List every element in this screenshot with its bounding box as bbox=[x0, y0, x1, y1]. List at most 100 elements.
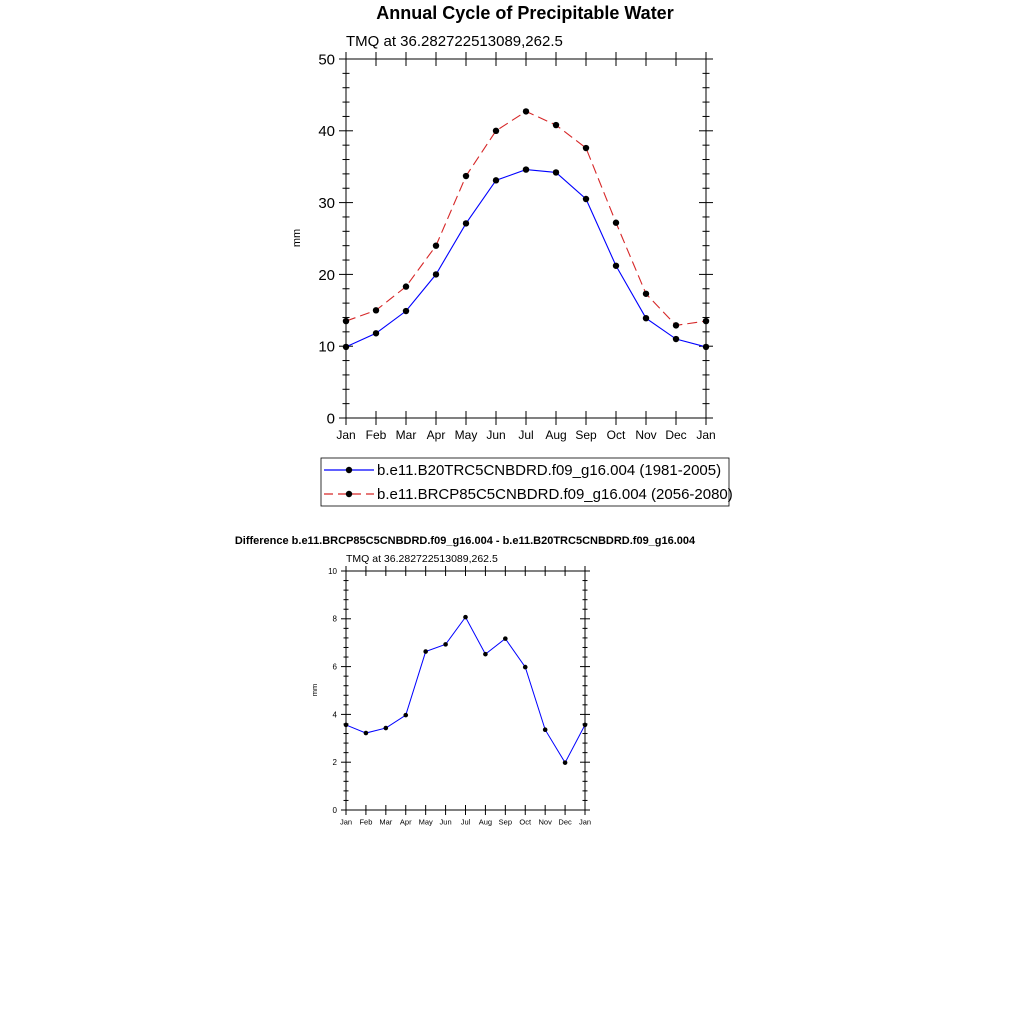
x-tick-label: Aug bbox=[545, 428, 566, 442]
data-point bbox=[542, 727, 548, 732]
y-axis-ticks: 0 2 4 6 8 10 bbox=[328, 567, 590, 815]
x-tick-label: Dec bbox=[665, 428, 686, 442]
y-tick-label: 30 bbox=[318, 195, 335, 212]
data-point bbox=[402, 307, 410, 315]
data-point bbox=[492, 177, 500, 184]
data-point bbox=[582, 722, 588, 728]
data-point bbox=[443, 642, 448, 647]
data-point bbox=[522, 108, 530, 115]
x-tick-label: Feb bbox=[359, 818, 372, 827]
y-tick-label: 40 bbox=[318, 123, 335, 140]
x-tick-label: Sep bbox=[575, 428, 597, 442]
chart-subtitle: TMQ at 36.282722513089,262.5 bbox=[346, 553, 498, 565]
x-tick-label: Jan bbox=[340, 818, 352, 827]
data-point bbox=[342, 317, 350, 325]
legend: b.e11.B20TRC5CNBDRD.f09_g16.004 (1981-20… bbox=[320, 457, 733, 507]
y-tick-label: 10 bbox=[318, 339, 335, 356]
series-line-0 bbox=[345, 169, 707, 348]
x-tick-label: Jan bbox=[696, 428, 715, 442]
data-point bbox=[702, 317, 710, 325]
chart-difference: Difference b.e11.BRCP85C5CNBDRD.f09_g16.… bbox=[235, 535, 696, 827]
data-point bbox=[702, 343, 710, 351]
x-axis-ticks: Jan Feb Mar Apr May Jun Jul Aug Sep Oct Nov Dec Jan bbox=[336, 52, 716, 442]
x-tick-label: Jun bbox=[486, 428, 505, 442]
data-point bbox=[403, 712, 409, 718]
y-tick-label: 50 bbox=[318, 51, 335, 68]
chart-title: Annual Cycle of Precipitable Water bbox=[376, 3, 673, 23]
x-tick-label: Oct bbox=[607, 428, 626, 442]
x-tick-label: Apr bbox=[400, 818, 412, 827]
data-point bbox=[562, 760, 568, 765]
legend-marker-future bbox=[345, 490, 353, 498]
y-axis-label: mm bbox=[310, 684, 319, 697]
y-axis-label: mm bbox=[291, 229, 303, 247]
legend-label-future: b.e11.BRCP85C5CNBDRD.f09_g16.004 (2056-2… bbox=[377, 486, 733, 503]
data-point bbox=[672, 322, 680, 329]
x-tick-label: Sep bbox=[499, 818, 512, 827]
data-point bbox=[342, 343, 350, 351]
y-tick-label: 2 bbox=[333, 758, 338, 767]
data-point bbox=[432, 242, 440, 249]
y-axis-ticks: 0 10 20 30 40 50 bbox=[318, 51, 713, 427]
data-point bbox=[462, 220, 470, 227]
data-point bbox=[503, 636, 508, 641]
x-tick-label: May bbox=[455, 428, 478, 442]
data-point bbox=[372, 330, 380, 337]
chart-title: Difference b.e11.BRCP85C5CNBDRD.f09_g16.… bbox=[235, 535, 696, 547]
chart-annual-cycle: Annual Cycle of Precipitable Water TMQ a… bbox=[291, 3, 733, 507]
data-point bbox=[483, 651, 488, 657]
legend-label-historical: b.e11.B20TRC5CNBDRD.f09_g16.004 (1981-20… bbox=[377, 462, 721, 479]
data-point bbox=[383, 725, 389, 731]
x-tick-label: Aug bbox=[479, 818, 492, 827]
data-point bbox=[582, 195, 590, 203]
data-point bbox=[552, 121, 560, 129]
x-tick-label: Nov bbox=[538, 818, 552, 827]
x-tick-label: Jul bbox=[518, 428, 533, 442]
data-point bbox=[462, 172, 470, 180]
x-tick-label: Dec bbox=[558, 818, 572, 827]
data-point bbox=[402, 283, 410, 290]
series-line-1 bbox=[345, 110, 707, 326]
chart-subtitle: TMQ at 36.282722513089,262.5 bbox=[346, 33, 563, 50]
data-point bbox=[612, 262, 620, 269]
y-tick-label: 6 bbox=[333, 662, 338, 671]
data-point bbox=[363, 730, 369, 736]
data-point bbox=[343, 722, 349, 728]
data-point bbox=[463, 614, 468, 620]
data-point bbox=[642, 314, 650, 322]
legend-marker-historical bbox=[345, 466, 353, 474]
x-tick-label: Feb bbox=[366, 428, 387, 442]
y-tick-label: 4 bbox=[333, 710, 338, 719]
data-point bbox=[423, 649, 428, 654]
y-tick-label: 20 bbox=[318, 267, 335, 284]
series-layer bbox=[342, 108, 710, 351]
data-point bbox=[552, 169, 560, 176]
data-point bbox=[582, 144, 590, 152]
x-tick-label: Jun bbox=[440, 818, 452, 827]
x-tick-label: Jan bbox=[579, 818, 591, 827]
y-tick-label: 8 bbox=[333, 615, 338, 624]
data-point bbox=[612, 219, 620, 226]
plot-frame bbox=[345, 570, 586, 811]
x-tick-label: Apr bbox=[427, 428, 446, 442]
data-point bbox=[522, 664, 528, 670]
data-point bbox=[672, 335, 680, 343]
y-tick-label: 0 bbox=[327, 410, 335, 427]
data-point bbox=[642, 290, 650, 297]
y-tick-label: 10 bbox=[328, 567, 337, 576]
x-tick-label: Jan bbox=[336, 428, 355, 442]
x-tick-label: Jul bbox=[461, 818, 471, 827]
x-axis-ticks: Jan Feb Mar Apr May Jun Jul Aug Sep Oct Nov Dec Jan bbox=[340, 566, 591, 827]
y-tick-label: 0 bbox=[333, 806, 338, 815]
data-point bbox=[492, 127, 500, 134]
data-point bbox=[372, 307, 380, 314]
x-tick-label: Mar bbox=[379, 818, 392, 827]
x-tick-label: Mar bbox=[396, 428, 417, 442]
series-line-0 bbox=[345, 616, 586, 764]
x-tick-label: Oct bbox=[519, 818, 532, 827]
series-layer bbox=[343, 614, 588, 765]
data-point bbox=[432, 271, 440, 278]
legend-box bbox=[320, 457, 730, 507]
x-tick-label: Nov bbox=[635, 428, 656, 442]
